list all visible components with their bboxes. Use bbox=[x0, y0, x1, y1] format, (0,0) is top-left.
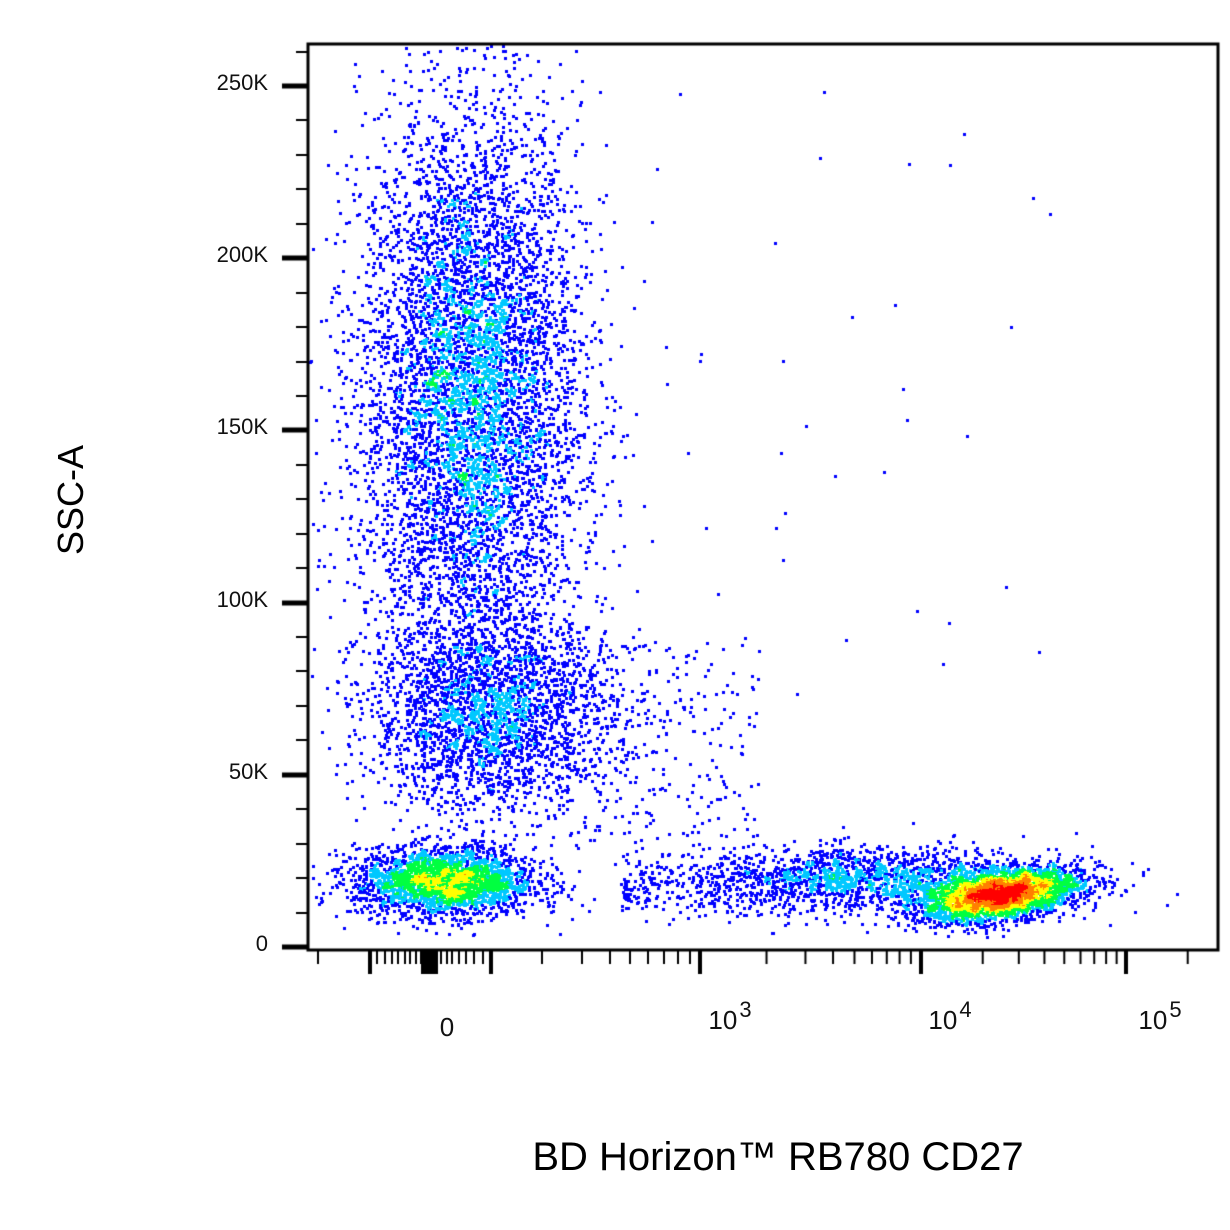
x-tick-label-1e4: 104 bbox=[928, 997, 972, 1035]
y-tick-label-200k: 200K bbox=[216, 242, 268, 268]
y-tick-label-150k: 150K bbox=[216, 414, 268, 440]
x-tick-label-1e3: 103 bbox=[708, 997, 752, 1035]
x-tick-label-1e5: 105 bbox=[1138, 997, 1182, 1035]
y-tick-label-50k: 50K bbox=[228, 758, 268, 784]
y-tick-label-0: 0 bbox=[255, 931, 268, 956]
y-tick-label-250k: 250K bbox=[216, 70, 268, 95]
y-axis-label: SSC-A bbox=[50, 444, 91, 556]
y-tick-label-100k: 100K bbox=[216, 586, 268, 612]
x-tick-label-0: 0 bbox=[439, 1012, 455, 1042]
x-axis-label: BD Horizon™ RB780 CD27 bbox=[532, 1135, 1024, 1179]
